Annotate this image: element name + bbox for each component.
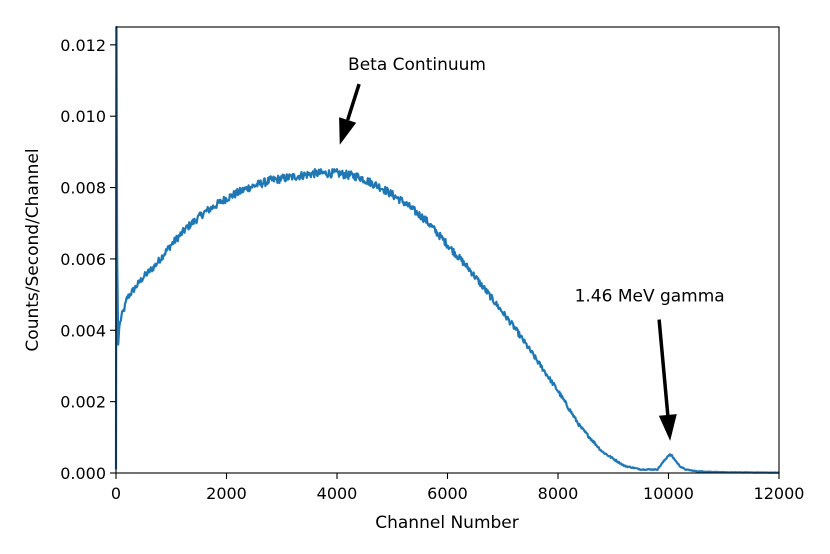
axes: 0 2000 4000 6000 8000 10000 12000 0.000 0.002 0.0… <box>60 26 805 503</box>
y-tick-label: 0.010 <box>60 107 106 126</box>
x-axis-label: Channel Number <box>375 513 519 533</box>
y-tick-label: 0.006 <box>60 250 106 269</box>
series-line <box>114 25 780 474</box>
x-tick-label: 0 <box>111 484 121 503</box>
x-tick-label: 8000 <box>538 484 579 503</box>
annotations: Beta Continuum 1.46 MeV gamma <box>339 55 725 441</box>
annotation-arrowhead <box>339 117 357 145</box>
x-tick-label: 4000 <box>317 484 358 503</box>
plot-area <box>114 25 780 474</box>
x-tick-label: 10000 <box>643 484 694 503</box>
y-axis-label: Counts/Second/Channel <box>23 148 43 351</box>
annotation-arrow <box>345 83 361 121</box>
annotation-arrowhead <box>658 414 677 441</box>
y-tick-label: 0.000 <box>60 464 106 483</box>
y-tick-label: 0.012 <box>60 36 106 55</box>
annotation-label: Beta Continuum <box>348 55 486 75</box>
axes-frame <box>115 26 780 474</box>
x-tick-label: 6000 <box>427 484 468 503</box>
y-tick-label: 0.002 <box>60 393 106 412</box>
x-tick-label: 12000 <box>754 484 805 503</box>
annotation-label: 1.46 MeV gamma <box>575 287 725 307</box>
annotation-arrow <box>657 319 670 416</box>
x-tick-label: 2000 <box>206 484 247 503</box>
y-tick-label: 0.004 <box>60 321 106 340</box>
y-tick-label: 0.008 <box>60 179 106 198</box>
